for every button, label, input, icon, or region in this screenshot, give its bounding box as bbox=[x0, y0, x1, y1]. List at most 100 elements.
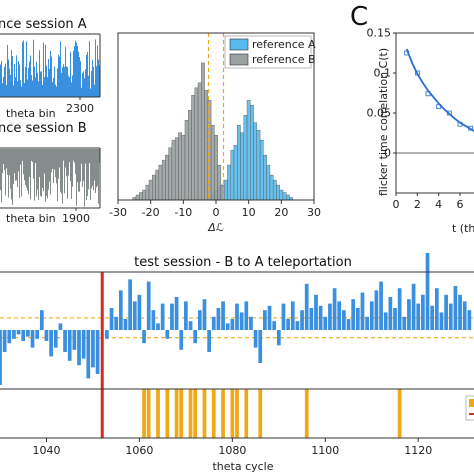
session-b-bar bbox=[11, 149, 12, 200]
session-b-bar bbox=[31, 149, 32, 161]
test-session-bar bbox=[123, 319, 128, 330]
session-b-bar bbox=[25, 149, 26, 185]
session-a-bar bbox=[74, 46, 75, 97]
session-a-bar bbox=[95, 39, 96, 97]
session-a-bar bbox=[22, 42, 23, 97]
session-b-bar bbox=[1, 149, 2, 203]
session-b-bar bbox=[16, 149, 17, 181]
session-a-bar bbox=[46, 65, 47, 97]
histogram-bar-reference-a bbox=[253, 122, 258, 201]
session-b-bar bbox=[13, 149, 14, 184]
test-session-bar bbox=[132, 301, 137, 330]
session-b-bar bbox=[81, 149, 82, 164]
session-b-bar bbox=[68, 149, 69, 176]
test-session-bar bbox=[216, 308, 221, 330]
session-a-bar bbox=[68, 75, 69, 97]
test-session-bar bbox=[393, 308, 397, 330]
histogram-bar-reference-b bbox=[174, 137, 179, 201]
test-session-bar bbox=[323, 316, 328, 330]
test-session-bar bbox=[151, 310, 156, 330]
session-a-xlabel: theta bin bbox=[6, 107, 56, 120]
test-session-bar bbox=[258, 330, 263, 363]
session-a-bar bbox=[42, 85, 43, 97]
test-session-bar bbox=[230, 319, 235, 330]
histogram-bar-reference-a bbox=[263, 154, 267, 201]
test-session-bar bbox=[295, 321, 300, 330]
session-a-bar bbox=[48, 58, 49, 97]
session-b-bar bbox=[20, 149, 21, 165]
session-b-bar bbox=[15, 149, 16, 181]
session-b-bar bbox=[4, 149, 5, 170]
session-b-bar bbox=[69, 149, 70, 163]
session-b-bar bbox=[44, 149, 45, 174]
session-b-bar bbox=[6, 149, 7, 169]
session-a-bar bbox=[26, 41, 27, 97]
session-a-bar bbox=[85, 69, 86, 97]
session-a-bar bbox=[58, 54, 59, 97]
session-b-bar bbox=[52, 149, 53, 169]
session-b-bar bbox=[63, 149, 64, 161]
session-b-title: nce session B bbox=[0, 121, 87, 136]
session-b-bar bbox=[32, 149, 33, 162]
session-a-bar bbox=[30, 55, 31, 97]
test-session-bar bbox=[337, 301, 342, 330]
test-session-bar bbox=[448, 303, 453, 330]
test-session-bar bbox=[355, 308, 360, 330]
session-b-bar bbox=[77, 149, 78, 183]
test-session-legend-fragment bbox=[465, 395, 474, 421]
session-b-bar bbox=[26, 149, 27, 188]
session-a-bar bbox=[79, 56, 80, 97]
test-session-bar bbox=[72, 330, 77, 350]
test-session-bar bbox=[439, 312, 444, 330]
session-b-bar bbox=[49, 149, 50, 182]
session-a-bar bbox=[38, 81, 39, 97]
histogram-legend: reference A reference B bbox=[224, 35, 316, 69]
session-b-bar bbox=[9, 149, 10, 176]
histogram-bar-reference-b bbox=[184, 120, 189, 201]
test-session-bar bbox=[430, 305, 435, 330]
histogram-bar-reference-b bbox=[161, 159, 166, 201]
session-a-bar bbox=[86, 54, 87, 97]
test-session-bar bbox=[425, 253, 430, 330]
test-session-bar bbox=[105, 330, 109, 339]
session-b-bar bbox=[58, 149, 59, 179]
test-session-bar bbox=[109, 308, 114, 330]
session-b-bar bbox=[46, 149, 47, 196]
session-a-bar bbox=[87, 52, 88, 97]
session-a-bar bbox=[84, 78, 85, 97]
session-a-bar bbox=[2, 83, 3, 97]
test-session-tick-label: 1120 bbox=[404, 444, 432, 457]
test-session-bar bbox=[434, 288, 439, 330]
correlation-xlabel: t (th bbox=[452, 222, 474, 235]
session-b-bar bbox=[66, 149, 67, 177]
test-session-bar bbox=[193, 330, 198, 344]
histogram-bar-reference-b bbox=[145, 184, 150, 201]
session-a-bar bbox=[45, 44, 46, 97]
test-session-bar bbox=[26, 330, 30, 337]
session-b-bar bbox=[50, 149, 51, 195]
correlation-y-tick-label: 0 bbox=[384, 147, 391, 160]
session-b-bar bbox=[40, 149, 41, 196]
session-b-bar bbox=[86, 149, 87, 201]
session-a-bar bbox=[18, 60, 19, 97]
session-a-bar bbox=[98, 59, 99, 97]
test-session-bar bbox=[49, 330, 53, 357]
session-a-bar bbox=[5, 63, 6, 97]
session-a-tick-label: 2300 bbox=[66, 102, 94, 115]
test-session-bar bbox=[346, 319, 351, 330]
correlation-x-tick-label: 4 bbox=[435, 198, 442, 211]
session-a-bar bbox=[25, 66, 26, 97]
session-a-bar bbox=[90, 88, 91, 97]
histogram-plot bbox=[132, 33, 293, 201]
session-b-bar bbox=[36, 149, 37, 197]
test-session-tick-label: 1100 bbox=[311, 444, 339, 457]
session-a-bar bbox=[3, 76, 4, 97]
event-marker bbox=[156, 389, 160, 438]
session-b-bar bbox=[28, 149, 29, 195]
event-marker bbox=[202, 389, 207, 438]
test-session-bar bbox=[263, 310, 267, 330]
histogram-bar-reference-a bbox=[279, 189, 284, 201]
test-session-bar bbox=[365, 316, 369, 330]
histogram-bar-reference-a bbox=[250, 105, 254, 201]
session-b-bar bbox=[89, 149, 90, 164]
